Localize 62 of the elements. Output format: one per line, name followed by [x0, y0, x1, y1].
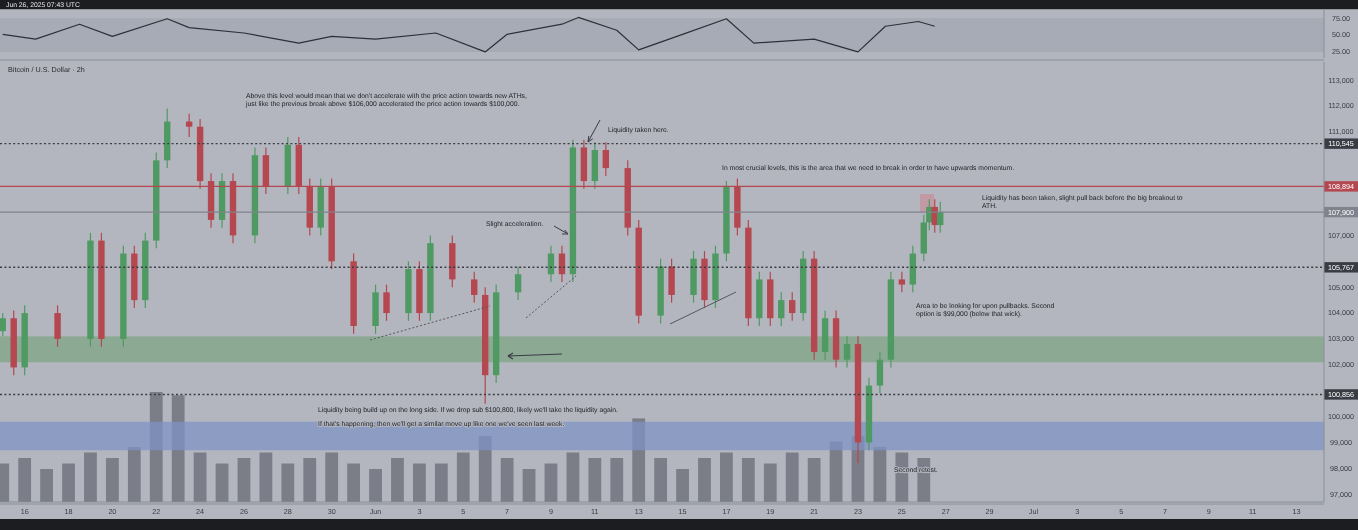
bar [127, 447, 141, 502]
candlestick [185, 113, 193, 138]
bar [325, 452, 339, 502]
bar [720, 452, 733, 502]
candlestick [789, 291, 796, 322]
candlestick [164, 107, 171, 169]
bar [807, 458, 821, 502]
candlestick [756, 271, 763, 327]
bar [105, 458, 119, 502]
bar [193, 452, 207, 502]
bar [676, 469, 689, 502]
candlestick [701, 250, 708, 309]
bar [610, 458, 624, 502]
candlestick [843, 335, 851, 369]
candlestick [821, 309, 829, 361]
candlestick [0, 312, 6, 337]
bar [698, 458, 711, 502]
candlestick [876, 351, 884, 394]
candlestick [449, 234, 456, 288]
candlestick [712, 245, 719, 309]
candlestick [778, 291, 785, 327]
candlestick [767, 271, 774, 327]
bar [522, 469, 536, 502]
bar [259, 452, 273, 502]
bar [215, 463, 229, 502]
bar [303, 458, 317, 502]
candlestick [372, 283, 379, 335]
candlestick [668, 258, 675, 304]
candlestick [54, 304, 61, 348]
candlestick [131, 245, 138, 309]
bar [84, 452, 97, 502]
bar [588, 458, 602, 502]
candlestick [284, 136, 292, 195]
candlestick [471, 271, 478, 304]
candlestick [602, 141, 610, 177]
bar [413, 463, 426, 502]
bar [763, 463, 777, 502]
candlestick [405, 260, 412, 322]
bar [544, 463, 558, 502]
bar [62, 463, 75, 502]
line-series [2, 16, 936, 53]
bar [391, 458, 404, 502]
bar [566, 452, 580, 502]
candlestick [514, 265, 522, 301]
bar [369, 469, 382, 502]
bar [456, 452, 470, 502]
bar [785, 452, 799, 502]
bar [18, 458, 32, 502]
bar [654, 458, 668, 502]
candlestick [383, 283, 390, 322]
bar [40, 469, 53, 502]
bar [741, 458, 755, 502]
candlestick [898, 271, 906, 293]
bar [281, 463, 295, 502]
candlestick [416, 260, 423, 322]
bar [347, 463, 361, 502]
bar [500, 458, 514, 502]
candlestick [832, 309, 840, 369]
bar [434, 463, 448, 502]
candlestick [909, 245, 917, 293]
bar [237, 458, 251, 502]
candlestick [690, 250, 697, 304]
